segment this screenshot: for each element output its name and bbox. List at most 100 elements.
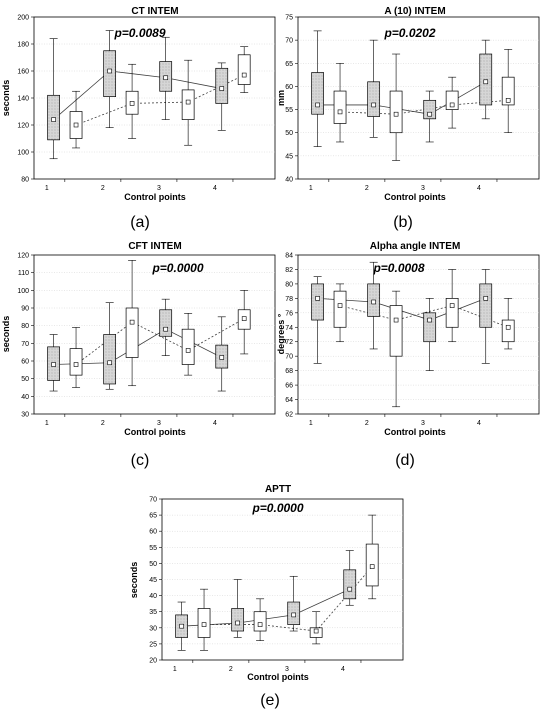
median-marker [163, 75, 169, 81]
box-body [333, 290, 347, 328]
box-body [343, 569, 357, 600]
median-marker [185, 99, 191, 105]
median-marker [107, 68, 112, 74]
chart-title: Alpha angle INTEM [370, 241, 461, 252]
median-line-hatched [53, 70, 222, 120]
x-axis-label: Control points [124, 192, 186, 202]
y-tick-label: 100 [17, 288, 29, 295]
median-marker [51, 117, 56, 122]
panel-sublabel: (e) [260, 692, 280, 709]
y-tick-label: 64 [285, 397, 293, 404]
x-tick-label: 4 [341, 666, 345, 673]
median-marker [337, 303, 343, 308]
box-open-7 [237, 46, 251, 93]
box-open-1 [197, 588, 211, 651]
box-body [389, 90, 403, 134]
box-hatched-0 [311, 30, 324, 147]
y-tick-label: 76 [285, 310, 293, 317]
box-hatched-4 [287, 575, 301, 632]
x-tick-label: 1 [309, 420, 313, 427]
x-tick-label: 4 [477, 420, 481, 427]
box-body [159, 309, 173, 337]
y-axis-label: seconds [1, 80, 11, 117]
median-marker [393, 111, 399, 117]
box-open-7 [365, 514, 379, 600]
y-tick-label: 70 [285, 354, 293, 361]
plot-frame [33, 254, 276, 415]
x-axis-label: Control points [124, 427, 186, 437]
y-tick-label: 65 [149, 513, 157, 520]
panel-sublabel: (d) [395, 452, 415, 469]
y-tick-label: 40 [21, 394, 29, 401]
chart-title: A (10) INTEM [384, 6, 445, 17]
box-open-7 [501, 298, 515, 350]
median-marker [371, 299, 376, 305]
y-tick-label: 82 [285, 267, 293, 274]
box-open-3 [389, 290, 403, 408]
box-hatched-2 [367, 39, 381, 138]
x-tick-label: 1 [173, 666, 177, 673]
box-hatched-0 [311, 276, 324, 364]
y-tick-label: 74 [285, 325, 293, 332]
box-body [445, 90, 459, 110]
y-tick-label: 200 [17, 15, 29, 22]
median-marker [505, 98, 511, 103]
box-hatched-6 [215, 316, 229, 392]
x-tick-label: 3 [285, 666, 289, 673]
box-body [237, 54, 251, 85]
box-body [311, 283, 324, 321]
box-open-5 [181, 312, 195, 376]
median-marker [393, 317, 399, 323]
median-marker [129, 319, 135, 325]
y-tick-label: 66 [285, 383, 293, 390]
y-tick-label: 140 [17, 96, 29, 103]
median-marker [73, 122, 79, 128]
box-open-1 [333, 62, 347, 143]
y-tick-label: 60 [21, 359, 29, 366]
x-tick-label: 4 [213, 420, 217, 427]
box-open-7 [501, 49, 515, 134]
p-value-annotation: p=0.0202 [383, 26, 435, 40]
chart-title: CT INTEM [131, 6, 178, 17]
box-hatched-6 [479, 39, 493, 120]
box-body [69, 348, 83, 376]
box-open-1 [69, 90, 83, 149]
y-tick-label: 25 [149, 641, 157, 648]
y-axis-label: degrees ° [276, 313, 286, 354]
box-hatched-6 [343, 550, 357, 606]
box-open-3 [125, 259, 139, 387]
y-tick-label: 90 [21, 306, 29, 313]
y-tick-label: 55 [285, 107, 293, 114]
x-tick-label: 1 [309, 185, 313, 192]
median-marker [369, 564, 375, 569]
y-tick-label: 120 [17, 253, 29, 260]
box-hatched-0 [47, 334, 60, 392]
median-marker [315, 296, 320, 301]
y-tick-label: 35 [149, 609, 157, 616]
box-hatched-0 [47, 38, 60, 160]
y-tick-label: 65 [285, 61, 293, 68]
box-hatched-6 [215, 62, 229, 131]
y-tick-label: 62 [285, 412, 293, 419]
box-body [501, 76, 515, 106]
box-body [103, 50, 117, 98]
y-tick-label: 160 [17, 69, 29, 76]
box-open-7 [237, 290, 251, 355]
x-axis-label: Control points [384, 427, 446, 437]
y-tick-label: 75 [285, 15, 293, 22]
median-marker [107, 360, 112, 366]
median-marker [449, 303, 455, 308]
box-open-5 [445, 269, 459, 343]
median-marker [219, 86, 225, 91]
box-hatched-4 [423, 90, 437, 143]
y-tick-label: 80 [21, 323, 29, 330]
x-tick-label: 2 [365, 420, 369, 427]
y-tick-label: 80 [21, 177, 29, 184]
median-marker [241, 316, 247, 321]
median-marker [449, 102, 455, 108]
panel-sublabel: (b) [393, 214, 413, 231]
plot-frame [297, 254, 540, 415]
x-tick-label: 3 [421, 420, 425, 427]
x-tick-label: 4 [477, 185, 481, 192]
y-tick-label: 50 [149, 561, 157, 568]
